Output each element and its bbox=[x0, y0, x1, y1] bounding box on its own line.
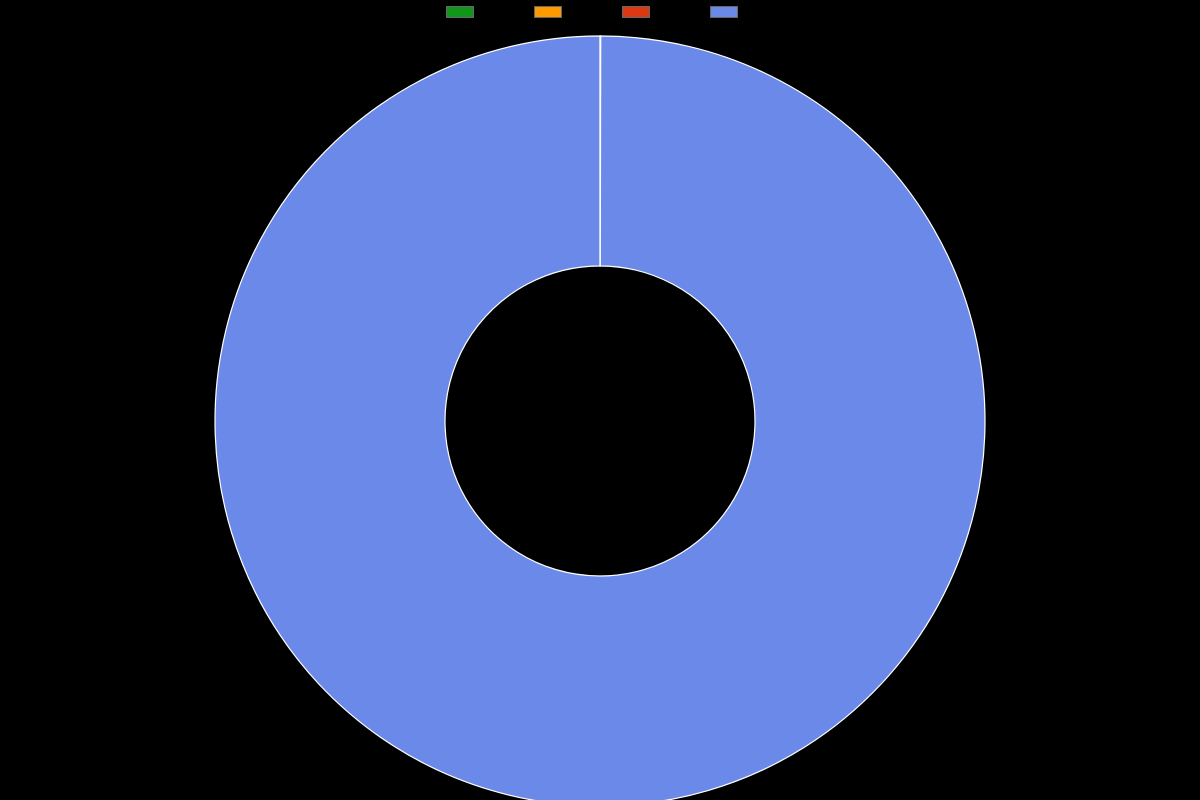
donut-chart bbox=[0, 11, 1200, 800]
donut-chart-container bbox=[0, 22, 1200, 800]
